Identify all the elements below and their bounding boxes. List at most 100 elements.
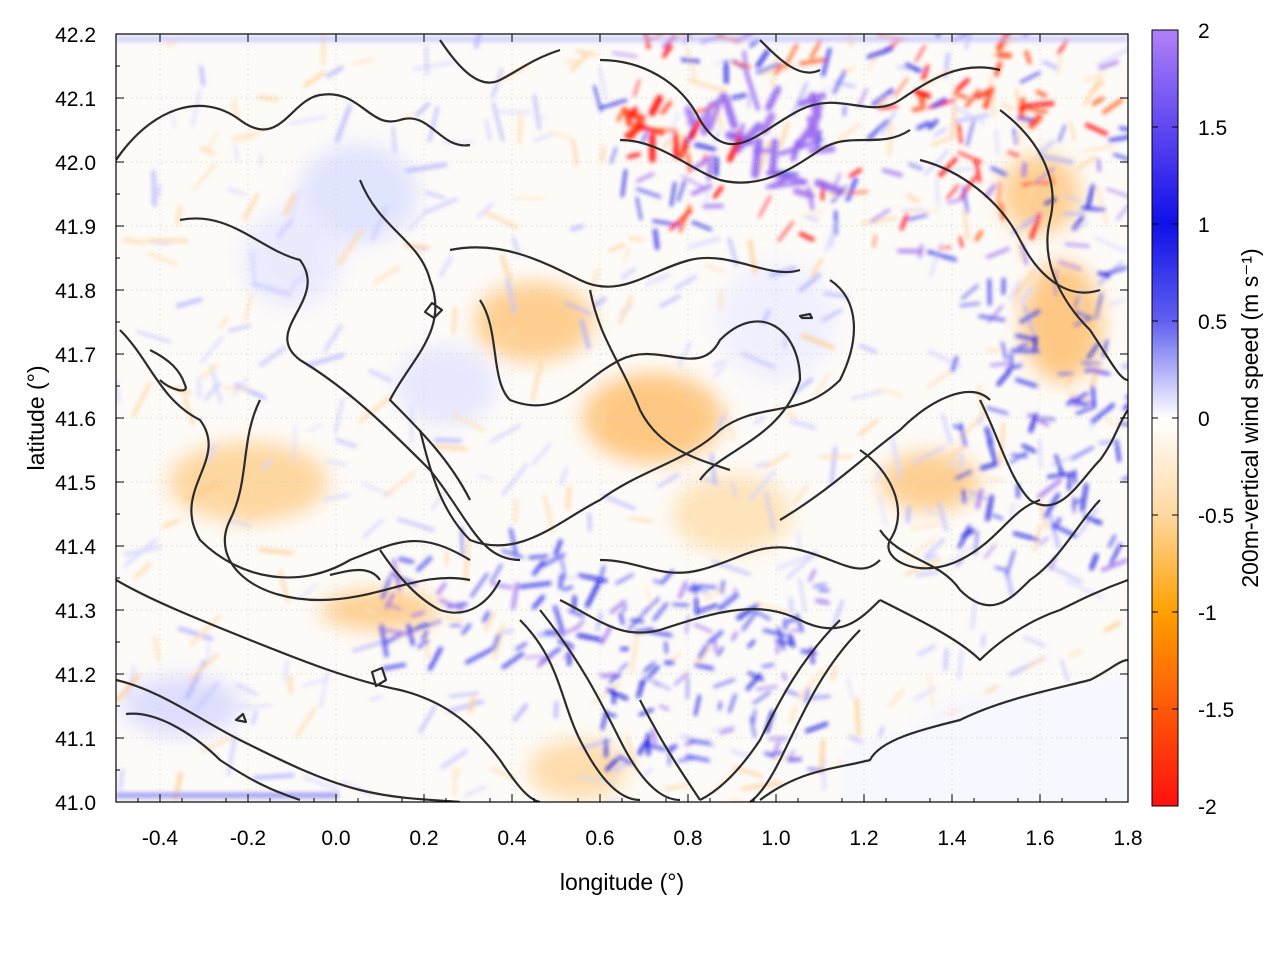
field-streak: [748, 470, 776, 502]
field-streak: [937, 157, 958, 178]
field-streak: [1047, 472, 1076, 479]
field-streak: [899, 213, 909, 231]
field-streak: [1065, 350, 1081, 389]
field-streak: [415, 102, 431, 117]
field-streak: [1095, 293, 1103, 320]
field-streak: [1038, 153, 1074, 165]
field-streak: [639, 679, 647, 685]
field-streak: [444, 616, 464, 622]
field-streak: [636, 187, 662, 199]
field-streak: [777, 220, 794, 242]
field-streak: [984, 544, 996, 559]
field-streak: [635, 196, 642, 221]
field-streak: [620, 267, 637, 280]
field-streak: [787, 616, 797, 624]
field-streak: [307, 424, 323, 432]
field-streak: [189, 614, 221, 647]
field-streak: [808, 568, 817, 583]
field-streak: [397, 517, 435, 532]
field-streak: [439, 256, 453, 278]
field-streak: [560, 625, 579, 636]
field-streak: [706, 630, 724, 645]
field-streak: [441, 140, 476, 145]
field-streak: [958, 236, 964, 248]
field-streak: [431, 489, 448, 510]
colorbar-tick-label: -0.5: [1198, 505, 1234, 528]
field-streak: [1042, 60, 1059, 70]
field-streak: [1042, 273, 1054, 309]
field-streak: [587, 512, 592, 532]
field-streak: [843, 105, 846, 117]
field-streak: [1015, 377, 1038, 388]
field-streak: [1062, 212, 1086, 216]
field-streak: [593, 85, 603, 112]
field-streak: [303, 70, 326, 88]
y-tick-label: 41.3: [55, 600, 96, 623]
field-streak: [952, 424, 964, 430]
field-streak: [768, 736, 787, 741]
field-streak: [950, 105, 958, 135]
field-streak: [452, 307, 457, 335]
field-streak: [575, 49, 597, 57]
field-streak: [978, 314, 1006, 322]
field-streak: [512, 237, 520, 256]
field-streak: [659, 294, 681, 308]
field-streak: [731, 93, 748, 100]
field-streak: [944, 648, 949, 671]
field-streak: [626, 152, 641, 159]
field-streak: [251, 710, 259, 726]
field-streak: [711, 724, 735, 733]
field-streak: [680, 136, 688, 152]
field-streak: [941, 413, 952, 444]
field-streak: [609, 672, 621, 684]
field-streak: [1046, 563, 1083, 584]
field-streak: [384, 592, 395, 610]
field-streak: [1080, 206, 1106, 212]
field-streak: [600, 99, 628, 109]
field-streak: [116, 379, 120, 404]
field-streak: [981, 633, 986, 648]
field-streak: [1084, 122, 1109, 136]
field-streak: [931, 97, 947, 109]
field-streak: [116, 674, 140, 702]
field-streak: [627, 613, 644, 631]
field-streak: [1057, 124, 1066, 143]
field-streak: [755, 685, 778, 691]
field-streak: [1116, 204, 1128, 221]
field-patch: [320, 590, 440, 630]
field-streak: [980, 461, 999, 470]
field-streak: [610, 147, 617, 164]
field-streak: [762, 628, 787, 638]
field-streak: [391, 558, 402, 592]
field-streak: [1067, 475, 1072, 491]
field-streak: [745, 673, 762, 691]
field-streak: [1095, 186, 1108, 226]
field-streak: [803, 688, 810, 703]
field-streak: [867, 46, 894, 60]
field-streak: [1009, 450, 1028, 464]
field-streak: [1015, 105, 1031, 145]
field-streak: [492, 102, 505, 142]
field-streak: [755, 611, 771, 621]
field-streak: [1044, 197, 1057, 205]
field-streak: [892, 486, 915, 491]
field-streak: [1102, 98, 1124, 115]
field-streak: [1080, 483, 1089, 512]
field-streak: [622, 604, 627, 613]
field-streak: [326, 65, 344, 78]
field-streak: [829, 223, 837, 248]
field-streak: [1023, 304, 1035, 336]
field-streak: [854, 696, 861, 737]
field-streak: [721, 93, 738, 130]
field-streak: [518, 581, 552, 589]
field-streak: [798, 57, 828, 66]
field-streak: [911, 105, 926, 112]
field-streak: [643, 34, 651, 49]
field-streak: [1072, 215, 1085, 231]
field-streak: [335, 438, 358, 449]
field-streak: [629, 631, 640, 675]
field-streak: [558, 573, 564, 590]
field-streak: [151, 173, 155, 202]
field-streak: [539, 552, 566, 569]
field-streak: [118, 768, 124, 791]
